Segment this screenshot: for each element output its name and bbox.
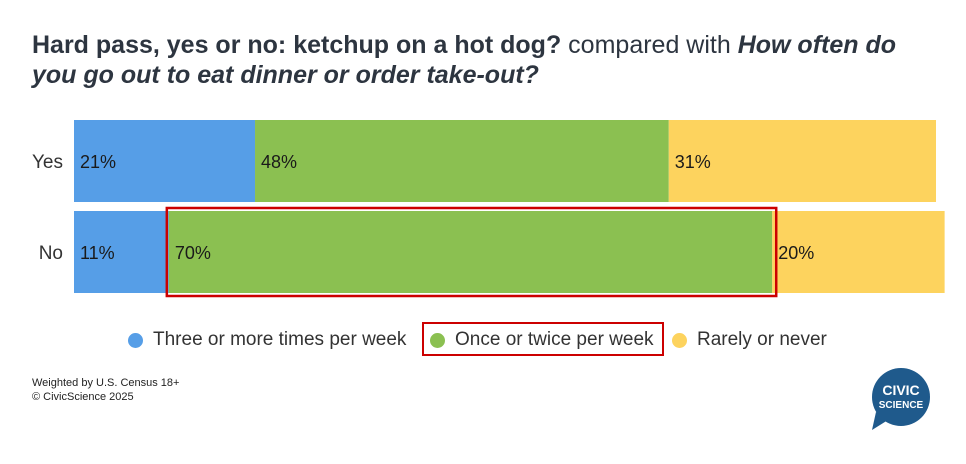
legend-item-once-or-twice: Once or twice per week: [430, 322, 654, 358]
bar-segment-no-0: [74, 211, 169, 293]
value-label-yes-2: 31%: [675, 152, 711, 172]
legend-dot-green: [430, 332, 445, 348]
logo-text-science: SCIENCE: [879, 400, 924, 411]
highlight-box: [165, 206, 778, 298]
legend-dot-yellow: [672, 332, 687, 348]
value-label-yes-0: 21%: [80, 152, 116, 172]
footnote-copyright: © CivicScience 2025: [32, 391, 134, 403]
legend-item-rarely-never: Rarely or never: [672, 322, 827, 358]
bar-segment-yes-0: [74, 120, 256, 202]
legend-highlight-box: [422, 322, 664, 356]
legend-item-three-or-more: Three or more times per week: [128, 322, 406, 358]
value-label-no-1: 70%: [175, 243, 211, 263]
bar-segment-yes-2: [668, 120, 936, 202]
value-label-no-2: 20%: [778, 243, 814, 263]
title-connector: compared with: [561, 31, 738, 59]
value-label-no-0: 11%: [80, 243, 115, 263]
civicscience-logo: CIVIC SCIENCE: [872, 368, 930, 430]
value-label-yes-1: 48%: [261, 152, 297, 172]
logo-text-civic: CIVIC: [882, 382, 919, 398]
bar-segment-no-2: [772, 211, 945, 293]
stacked-bar-chart: Yes 21% 48% 31% No 11% 70% 20%: [32, 120, 945, 298]
footnote-weighting: Weighted by U.S. Census 18+: [32, 377, 180, 389]
legend-label: Three or more times per week: [153, 329, 407, 350]
bar-segment-no-1: [168, 211, 773, 293]
chart-legend: Three or more times per week Once or twi…: [0, 322, 966, 358]
bar-segment-yes-1: [255, 120, 669, 202]
title-question: How often do you go out to eat dinner or…: [32, 31, 897, 89]
legend-dot-blue: [128, 332, 143, 348]
legend-label: Rarely or never: [697, 329, 827, 350]
category-label-no: No: [39, 243, 63, 264]
category-label-yes: Yes: [32, 152, 63, 173]
legend-label: Once or twice per week: [455, 329, 654, 350]
title-lead: Hard pass, yes or no: ketchup on a hot d…: [32, 31, 562, 59]
chart-title: Hard pass, yes or no: ketchup on a hot d…: [32, 30, 932, 90]
